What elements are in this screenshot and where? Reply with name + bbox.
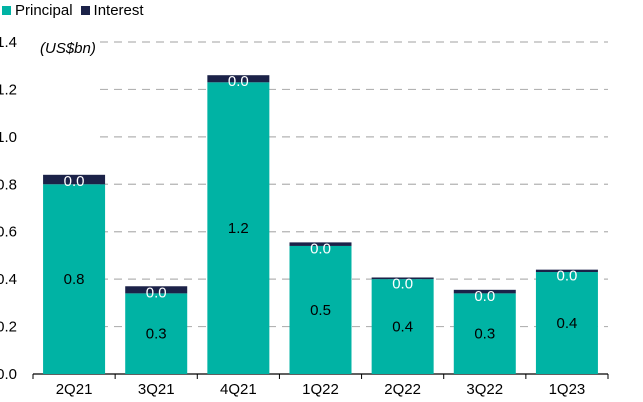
legend-label-principal: Principal — [15, 2, 73, 19]
data-label-principal: 1.2 — [228, 220, 249, 237]
y-tick-label: 0.6 — [0, 224, 17, 241]
data-label-interest: 0.0 — [228, 73, 249, 90]
x-tick-label: 1Q23 — [549, 381, 586, 398]
data-label-principal: 0.4 — [556, 315, 577, 332]
y-tick-label: 0.0 — [0, 366, 17, 383]
y-tick-label: 0.4 — [0, 271, 17, 288]
bar-principal-3q21 — [125, 293, 188, 374]
data-label-principal: 0.8 — [64, 271, 85, 288]
legend-item-principal: Principal — [2, 2, 73, 19]
x-tick-label: 3Q21 — [138, 381, 175, 398]
legend-swatch-principal — [2, 6, 11, 15]
bar-interest-2q22 — [371, 277, 434, 280]
y-tick-label: 0.2 — [0, 319, 17, 336]
data-label-interest: 0.0 — [310, 240, 331, 257]
data-label-interest: 0.0 — [146, 284, 167, 301]
bar-interest-3q22 — [453, 289, 516, 294]
y-tick-label: 1.0 — [0, 129, 17, 146]
legend: Principal Interest — [2, 2, 144, 19]
bar-interest-1q23 — [535, 269, 598, 273]
x-tick-label: 4Q21 — [220, 381, 257, 398]
bar-principal-3q22 — [453, 293, 516, 374]
bar-principal-4q21 — [207, 82, 270, 375]
bar-interest-4q21 — [207, 75, 270, 83]
data-label-interest: 0.0 — [392, 275, 413, 292]
x-tick-label: 1Q22 — [302, 381, 339, 398]
y-tick-label: 1.2 — [0, 81, 17, 98]
x-tick-label: 2Q22 — [384, 381, 421, 398]
data-label-interest: 0.0 — [556, 268, 577, 285]
data-label-principal: 0.4 — [392, 319, 413, 336]
bar-interest-3q21 — [125, 286, 188, 294]
legend-item-interest: Interest — [80, 2, 144, 19]
bar-interest-2q21 — [43, 174, 106, 185]
y-tick-label: 1.4 — [0, 34, 17, 51]
unit-label: (US$bn) — [40, 40, 96, 57]
data-label-principal: 0.3 — [146, 326, 167, 343]
x-tick-label: 3Q22 — [466, 381, 503, 398]
data-label-principal: 0.3 — [474, 326, 495, 343]
legend-label-interest: Interest — [93, 2, 144, 19]
bar-principal-1q23 — [535, 272, 598, 374]
data-label-principal: 0.5 — [310, 302, 331, 319]
bar-principal-2q21 — [43, 184, 106, 374]
x-tick-label: 2Q21 — [56, 381, 93, 398]
data-label-interest: 0.0 — [474, 288, 495, 305]
bar-interest-1q22 — [289, 242, 352, 246]
data-label-interest: 0.0 — [64, 173, 85, 190]
y-tick-label: 0.8 — [0, 176, 17, 193]
bar-principal-1q22 — [289, 245, 352, 374]
bar-principal-2q22 — [371, 279, 434, 374]
legend-swatch-interest — [80, 6, 90, 15]
